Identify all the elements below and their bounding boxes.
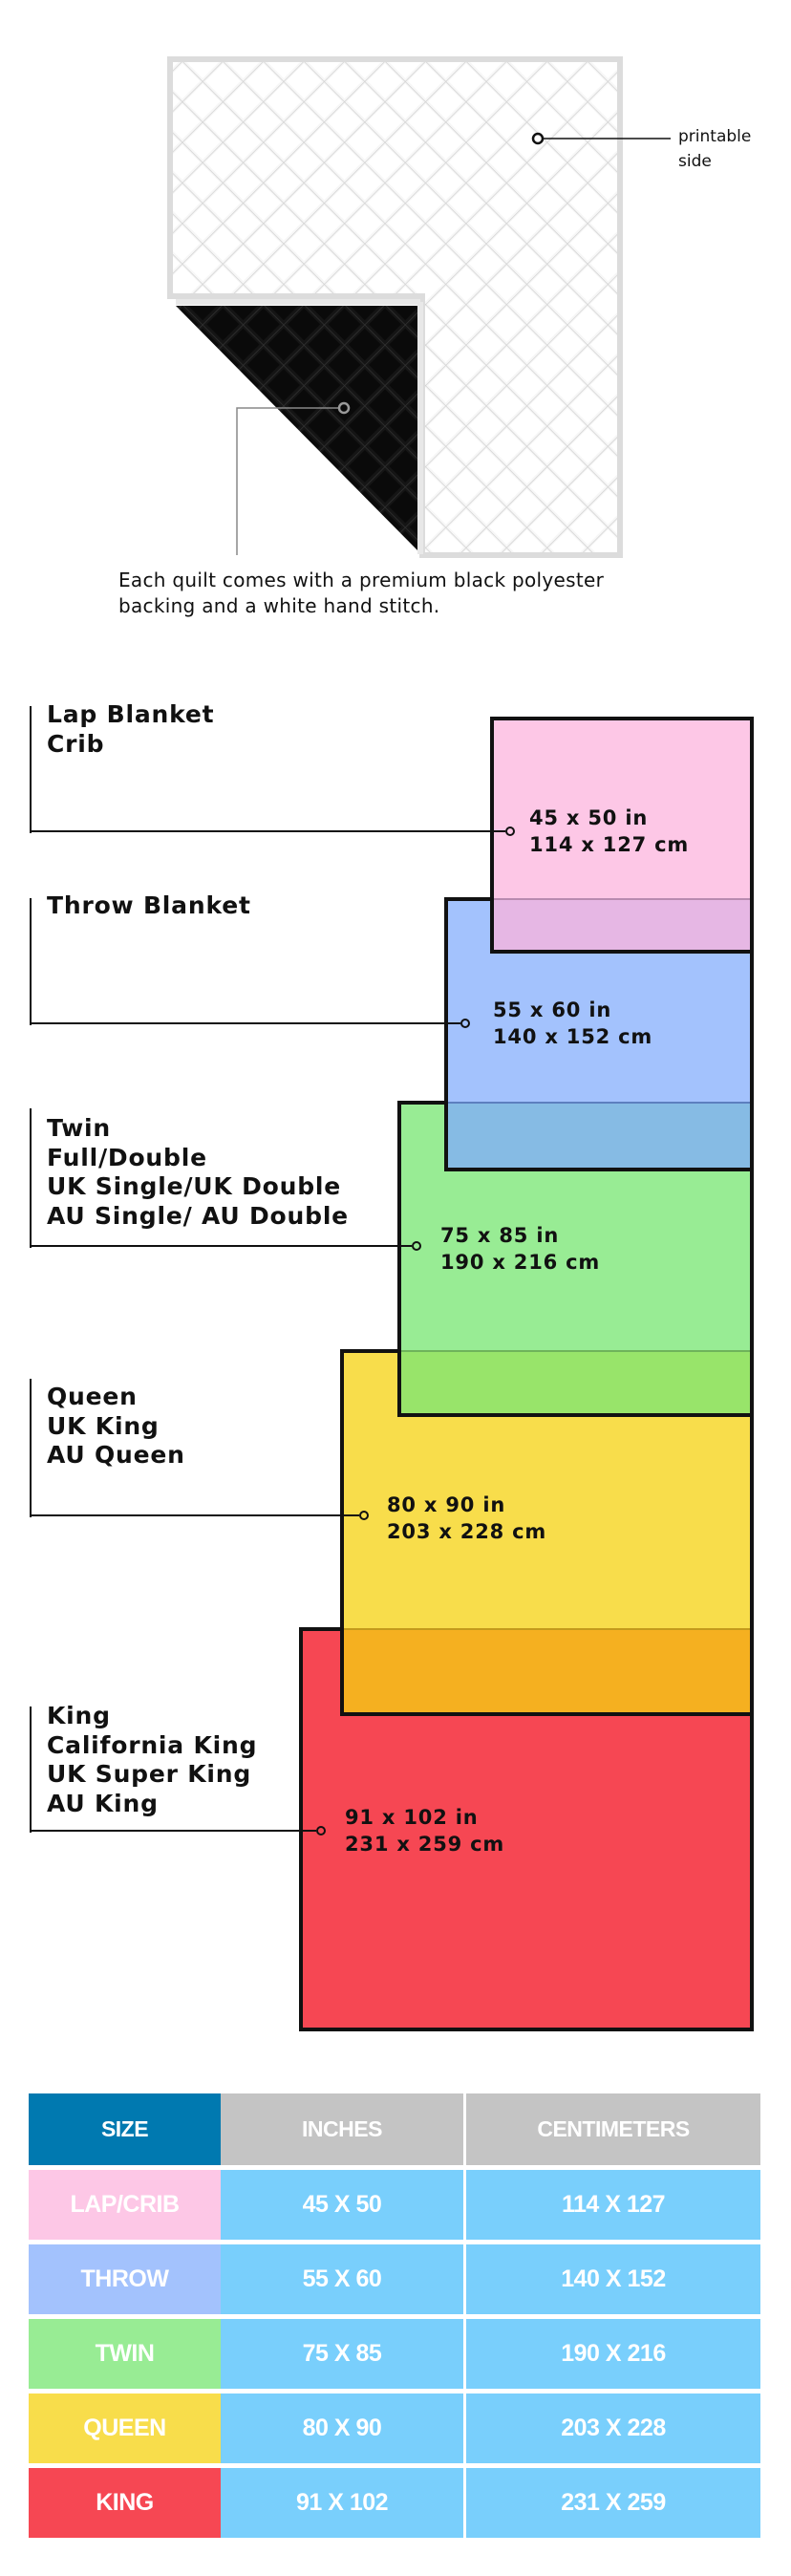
- dims-cm: 190 x 216 cm: [440, 1251, 601, 1274]
- inches-cell: 91 X 102: [221, 2468, 463, 2538]
- size-name: California King: [47, 1730, 258, 1759]
- connector-queen-h: [30, 1514, 359, 1516]
- quilt-illustration: [167, 56, 671, 558]
- size-name: Lap Blanket: [47, 700, 215, 728]
- size-names-lap: Lap Blanket Crib: [47, 700, 214, 759]
- size-cell: TWIN: [29, 2319, 221, 2389]
- caption-line: backing and a white hand stitch.: [118, 594, 440, 617]
- size-cell: LAP/CRIB: [29, 2170, 221, 2240]
- pointer-dot-lap: [505, 826, 515, 836]
- connector-twin-h: [30, 1245, 412, 1247]
- dims-inches: 45 x 50 in: [529, 806, 649, 829]
- size-cell: KING: [29, 2468, 221, 2538]
- size-name: AU Single/ AU Double: [47, 1201, 349, 1230]
- pointer-dot-throw: [460, 1019, 470, 1028]
- connector-throw-h: [30, 1022, 460, 1024]
- printable-label-line: printable: [678, 127, 752, 146]
- connector-king: [30, 1707, 32, 1833]
- overlap-lap-throw: [494, 898, 750, 950]
- cm-cell: 190 X 216: [466, 2319, 760, 2389]
- dims-king: 91 x 102 in 231 x 259 cm: [345, 1804, 504, 1857]
- inches-cell: 45 X 50: [221, 2170, 463, 2240]
- inches-cell: 80 X 90: [221, 2394, 463, 2463]
- dims-twin: 75 x 85 in 190 x 216 cm: [440, 1222, 600, 1276]
- inches-cell: 55 X 60: [221, 2244, 463, 2314]
- size-names-throw: Throw Blanket: [47, 891, 251, 921]
- header-size: SIZE: [29, 2093, 221, 2165]
- size-name: UK Super King: [47, 1760, 252, 1788]
- printable-side-label: printable side: [678, 124, 751, 174]
- size-cell: QUEEN: [29, 2394, 221, 2463]
- printable-label-line: side: [678, 152, 712, 171]
- connector-lap-h: [30, 830, 505, 832]
- size-name: AU King: [47, 1789, 159, 1817]
- overlap-throw-twin: [448, 1102, 750, 1168]
- caption-line: Each quilt comes with a premium black po…: [118, 569, 605, 591]
- dims-queen: 80 x 90 in 203 x 228 cm: [387, 1492, 546, 1545]
- size-names-king: King California King UK Super King AU Ki…: [47, 1702, 257, 1818]
- connector-throw: [30, 898, 32, 1025]
- size-names-twin: Twin Full/Double UK Single/UK Double AU …: [47, 1114, 349, 1231]
- dims-cm: 140 x 152 cm: [493, 1025, 653, 1048]
- printable-pointer-dot: [531, 132, 545, 145]
- connector-queen: [30, 1379, 32, 1517]
- dims-cm: 114 x 127 cm: [529, 833, 690, 856]
- size-cell: THROW: [29, 2244, 221, 2314]
- size-name: King: [47, 1702, 111, 1729]
- cm-cell: 140 X 152: [466, 2244, 760, 2314]
- quilt-front: [167, 56, 623, 558]
- pointer-dot-queen: [359, 1511, 369, 1520]
- backing-pointer-dot: [337, 401, 351, 415]
- overlap-twin-queen: [401, 1350, 750, 1413]
- connector-lap: [30, 706, 32, 833]
- cm-cell: 203 X 228: [466, 2394, 760, 2463]
- connector-twin: [30, 1108, 32, 1248]
- size-name: UK Single/UK Double: [47, 1172, 342, 1200]
- dims-throw: 55 x 60 in 140 x 152 cm: [493, 997, 652, 1050]
- size-name: Full/Double: [47, 1143, 207, 1171]
- quilt-backing: [176, 306, 418, 551]
- cm-cell: 114 X 127: [466, 2170, 760, 2240]
- header-inches: INCHES: [221, 2093, 463, 2165]
- size-name: Queen: [47, 1383, 138, 1410]
- size-name: AU Queen: [47, 1441, 185, 1469]
- dims-lap: 45 x 50 in 114 x 127 cm: [529, 805, 689, 858]
- inches-cell: 75 X 85: [221, 2319, 463, 2389]
- dims-cm: 231 x 259 cm: [345, 1833, 505, 1856]
- dims-cm: 203 x 228 cm: [387, 1520, 547, 1543]
- size-name: Crib: [47, 729, 105, 758]
- header-centimeters: CENTIMETERS: [466, 2093, 760, 2165]
- size-names-queen: Queen UK King AU Queen: [47, 1383, 185, 1470]
- overlap-queen-king: [344, 1628, 750, 1712]
- size-name: UK King: [47, 1411, 160, 1440]
- pointer-dot-twin: [412, 1241, 421, 1251]
- dims-inches: 75 x 85 in: [440, 1224, 560, 1247]
- size-name: Twin: [47, 1114, 111, 1142]
- cm-cell: 231 X 259: [466, 2468, 760, 2538]
- backing-caption: Each quilt comes with a premium black po…: [118, 568, 604, 619]
- backing-pointer-line: [236, 407, 339, 555]
- size-name: Throw Blanket: [47, 891, 251, 919]
- dims-inches: 80 x 90 in: [387, 1493, 506, 1516]
- connector-king-h: [30, 1830, 316, 1832]
- dims-inches: 91 x 102 in: [345, 1806, 479, 1829]
- pointer-dot-king: [316, 1826, 326, 1835]
- dims-inches: 55 x 60 in: [493, 998, 612, 1021]
